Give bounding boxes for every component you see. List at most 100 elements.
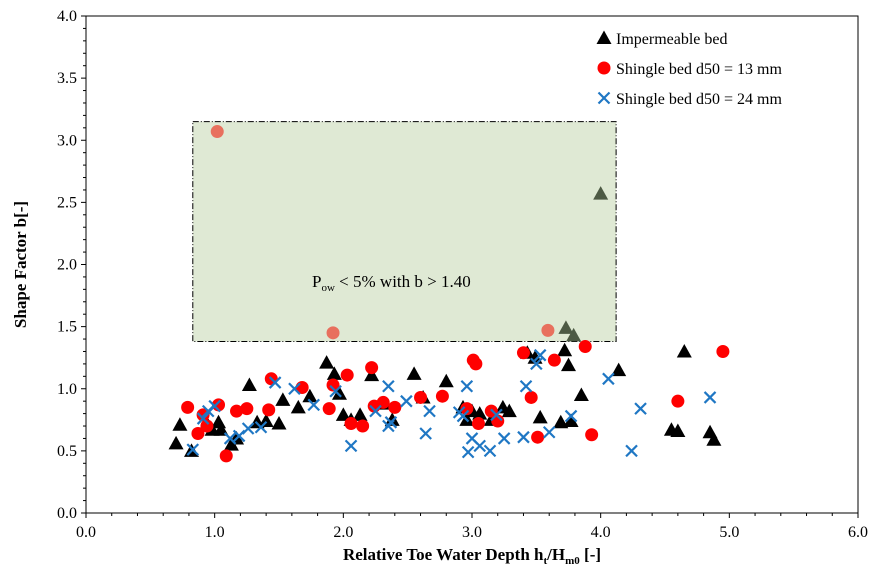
- legend-item: Impermeable bed: [596, 30, 728, 48]
- x-marker-stroke: [400, 394, 413, 408]
- data-point: [706, 432, 722, 446]
- x-marker-stroke: [241, 422, 255, 435]
- data-point: [602, 372, 615, 386]
- y-tick-label: 1.5: [57, 319, 77, 336]
- region-annotation: Pow < 5% with b > 1.40: [312, 272, 471, 294]
- highlighted-data-point: [541, 323, 555, 337]
- data-point: [331, 386, 347, 400]
- data-point: [384, 412, 400, 426]
- x-marker-stroke: [597, 91, 611, 105]
- x-marker-stroke: [223, 432, 237, 445]
- data-point: [517, 430, 530, 444]
- data-point: [472, 406, 488, 420]
- annotation-layer: Pow < 5% with b > 1.40: [312, 272, 471, 294]
- data-point: [501, 403, 517, 418]
- data-point: [469, 357, 483, 371]
- data-point: [275, 392, 291, 406]
- x-marker-stroke: [419, 427, 432, 440]
- data-point: [196, 412, 210, 425]
- x-marker-stroke: [460, 379, 474, 393]
- x-marker-stroke: [519, 379, 533, 393]
- data-point: [716, 344, 730, 358]
- x-tick-label: 3.0: [462, 524, 482, 541]
- data-point: [356, 419, 370, 433]
- y-tick-label: 3.0: [57, 132, 77, 149]
- data-point: [271, 416, 287, 430]
- data-point: [585, 428, 599, 442]
- x-marker-stroke: [634, 402, 647, 415]
- data-point: [302, 388, 318, 403]
- x-marker-stroke: [208, 399, 221, 413]
- data-point: [384, 416, 398, 429]
- data-point: [319, 355, 335, 369]
- data-point: [471, 417, 485, 431]
- data-point: [191, 426, 205, 440]
- data-point: [307, 398, 321, 412]
- y-tick-label: 3.5: [57, 70, 77, 87]
- data-point: [200, 419, 214, 433]
- x-marker-stroke: [186, 443, 200, 456]
- series-shingle-bed-d50-24-mm: [186, 348, 717, 459]
- data-point: [168, 435, 184, 450]
- data-point: [181, 400, 195, 414]
- data-point: [611, 362, 627, 377]
- data-point: [573, 387, 589, 401]
- x-marker-stroke: [625, 444, 638, 458]
- x-marker-stroke: [329, 384, 342, 398]
- axes: 0.0 0.5 1.0 1.5 2.0 2.5 3.0 3.5 4.0 0.0 1.0 2.0 3.0 4…: [11, 8, 868, 567]
- data-point: [344, 439, 358, 453]
- data-point: [262, 403, 276, 417]
- legend-marker: [597, 91, 611, 105]
- x-marker-stroke: [344, 439, 358, 453]
- x-marker-stroke: [533, 348, 547, 362]
- y-tick-label: 1.0: [57, 381, 77, 398]
- data-point: [670, 423, 686, 437]
- data-point: [414, 390, 428, 404]
- highlight-region-layer: [192, 121, 617, 343]
- data-point: [400, 394, 413, 408]
- y-tick-label: 4.0: [57, 8, 77, 25]
- x-tick-label: 4.0: [591, 524, 611, 541]
- data-point: [213, 422, 229, 436]
- highlighted-data-point: [210, 125, 224, 139]
- data-point: [208, 399, 221, 413]
- data-point: [530, 357, 543, 371]
- data-point: [438, 373, 454, 388]
- data-point: [254, 420, 268, 434]
- y-tick-label: 2.5: [57, 194, 77, 211]
- x-marker-stroke: [703, 391, 717, 404]
- data-point: [578, 340, 592, 354]
- highlighted-points: [210, 125, 609, 342]
- y-axis-title: Shape Factor b[-]: [11, 201, 30, 328]
- x-tick-label: 1.0: [205, 524, 225, 541]
- data-point: [364, 367, 380, 382]
- data-point: [676, 343, 692, 358]
- data-point: [172, 417, 188, 431]
- data-point: [519, 379, 533, 393]
- x-marker-stroke: [473, 439, 486, 453]
- data-point: [219, 449, 233, 463]
- data-point: [553, 414, 569, 429]
- legend-label: Impermeable bed: [616, 31, 728, 48]
- y-tick-label: 2.0: [57, 257, 77, 274]
- data-point: [240, 402, 254, 416]
- x-marker-stroke: [369, 404, 382, 418]
- data-point: [326, 366, 342, 380]
- data-point: [460, 379, 474, 393]
- data-point: [329, 384, 342, 398]
- data-point: [186, 443, 200, 456]
- highlighted-data-point: [593, 186, 609, 200]
- legend-label: Shingle bed d50 = 13 mm: [616, 61, 782, 78]
- data-point: [322, 402, 336, 416]
- data-point: [483, 444, 497, 458]
- x-tick-label: 0.0: [76, 524, 96, 541]
- data-point: [241, 377, 257, 392]
- data-point: [326, 378, 340, 392]
- x-marker-stroke: [564, 409, 578, 423]
- data-points: [168, 125, 730, 463]
- data-point: [516, 346, 530, 360]
- data-point: [365, 361, 379, 375]
- data-point: [419, 427, 432, 440]
- x-tick-label: 5.0: [719, 524, 739, 541]
- data-point: [382, 379, 395, 393]
